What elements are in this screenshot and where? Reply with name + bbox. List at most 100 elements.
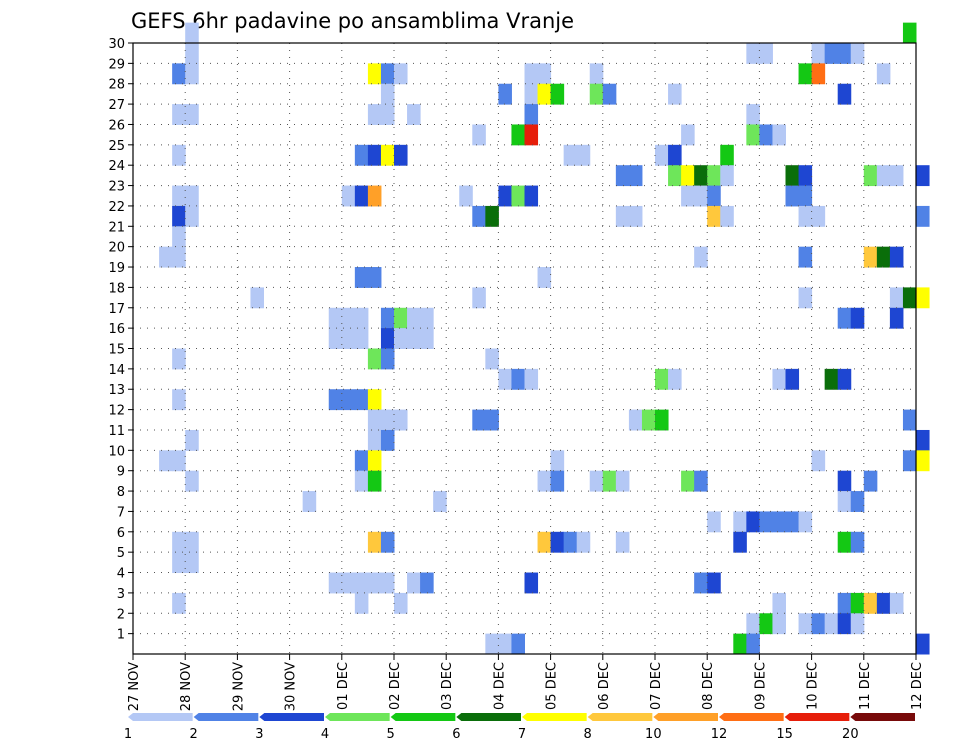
y-tick-label: 16 bbox=[108, 322, 125, 337]
precip-cell bbox=[811, 450, 826, 472]
y-tick-label: 8 bbox=[117, 485, 125, 500]
precip-cell bbox=[172, 226, 186, 248]
precip-cell bbox=[746, 633, 760, 655]
precip-cell bbox=[380, 572, 395, 594]
precip-cell bbox=[394, 63, 408, 85]
precip-cell bbox=[655, 144, 669, 166]
precip-cell bbox=[550, 531, 565, 553]
precip-cell bbox=[524, 104, 539, 125]
precip-cell bbox=[628, 409, 643, 431]
precip-cell bbox=[602, 83, 617, 105]
precip-cell bbox=[537, 83, 552, 105]
precip-cell bbox=[394, 307, 408, 329]
precip-cell bbox=[668, 144, 682, 166]
precip-cell bbox=[380, 409, 395, 431]
precip-cell bbox=[511, 368, 525, 390]
precip-cell bbox=[511, 124, 525, 146]
precip-cell bbox=[524, 185, 539, 207]
precip-cell bbox=[628, 165, 643, 187]
legend-swatch bbox=[325, 713, 390, 721]
precip-cell bbox=[602, 470, 617, 492]
precip-cell bbox=[589, 63, 604, 85]
precip-cell bbox=[902, 22, 917, 44]
precip-cell bbox=[380, 83, 395, 105]
y-tick-label: 21 bbox=[108, 220, 125, 235]
precip-cell bbox=[185, 552, 199, 574]
legend-label: 3 bbox=[255, 727, 263, 742]
precip-cell bbox=[407, 307, 421, 329]
precip-cell bbox=[720, 205, 734, 227]
precip-cell bbox=[394, 409, 408, 431]
precip-cell bbox=[837, 491, 852, 512]
precip-cell bbox=[837, 592, 852, 614]
precip-cell bbox=[354, 450, 369, 472]
precip-cell bbox=[380, 144, 395, 166]
precip-cell bbox=[889, 287, 904, 309]
precip-cell bbox=[185, 470, 199, 492]
precip-cell bbox=[367, 389, 382, 411]
precip-cell bbox=[524, 83, 539, 105]
precip-cell bbox=[172, 104, 186, 125]
y-tick-label: 30 bbox=[108, 37, 125, 52]
precip-cell bbox=[916, 633, 930, 655]
precip-cell bbox=[811, 43, 826, 64]
precip-cell bbox=[759, 511, 773, 533]
precip-cell bbox=[876, 246, 891, 268]
precip-cell bbox=[707, 511, 721, 533]
precip-cell bbox=[837, 83, 852, 105]
x-tick-label: 04 DEC bbox=[492, 662, 507, 710]
precip-cell bbox=[681, 470, 695, 492]
y-axis: 1234567891011121314151617181920212223242… bbox=[108, 37, 133, 643]
precip-cell bbox=[472, 124, 486, 146]
precip-cell bbox=[472, 409, 486, 431]
precip-cell bbox=[889, 165, 904, 187]
precip-cell bbox=[550, 470, 565, 492]
precip-cell bbox=[837, 470, 852, 492]
precip-cell bbox=[407, 572, 421, 594]
precip-cell bbox=[498, 633, 512, 655]
precip-cell bbox=[172, 450, 186, 472]
x-tick-label: 09 DEC bbox=[753, 662, 768, 710]
precip-cell bbox=[485, 409, 499, 431]
y-tick-label: 28 bbox=[108, 78, 125, 93]
precip-cell bbox=[185, 22, 199, 44]
precip-cell bbox=[354, 144, 369, 166]
precip-cell bbox=[380, 328, 395, 349]
precip-cell bbox=[589, 83, 604, 105]
precip-cell bbox=[811, 63, 826, 85]
y-tick-label: 20 bbox=[108, 241, 125, 256]
y-tick-label: 12 bbox=[108, 404, 125, 419]
precip-cell bbox=[837, 43, 852, 64]
precip-cell bbox=[707, 185, 721, 207]
precip-cell bbox=[668, 165, 682, 187]
precip-cell bbox=[707, 205, 721, 227]
precip-cell bbox=[681, 124, 695, 146]
precip-cell bbox=[850, 613, 865, 635]
precip-cell bbox=[785, 511, 800, 533]
precip-cell bbox=[472, 205, 486, 227]
y-tick-label: 24 bbox=[108, 159, 125, 174]
precip-cell bbox=[902, 287, 917, 309]
precip-cell bbox=[250, 287, 264, 309]
y-tick-label: 26 bbox=[108, 118, 125, 133]
precip-cell bbox=[185, 43, 199, 64]
legend-swatch bbox=[193, 713, 259, 721]
y-tick-label: 22 bbox=[108, 200, 125, 215]
y-tick-label: 11 bbox=[108, 424, 125, 439]
y-tick-label: 3 bbox=[117, 587, 125, 602]
color-legend: 1 2 3 4 5 6 7 8 10 12 15 20 bbox=[124, 713, 915, 742]
precip-cell bbox=[850, 592, 865, 614]
legend-swatch bbox=[850, 713, 915, 721]
precip-cell bbox=[563, 144, 578, 166]
precip-cell bbox=[354, 267, 369, 288]
precip-cell bbox=[524, 368, 539, 390]
precip-cell bbox=[380, 429, 395, 451]
y-tick-label: 10 bbox=[108, 444, 125, 459]
precip-cell bbox=[172, 592, 186, 614]
y-tick-label: 4 bbox=[117, 567, 125, 582]
precip-cell bbox=[367, 409, 382, 431]
legend-swatch bbox=[587, 713, 653, 721]
precip-cell bbox=[902, 450, 917, 472]
precip-cell bbox=[837, 307, 852, 329]
precip-cell bbox=[733, 531, 747, 553]
